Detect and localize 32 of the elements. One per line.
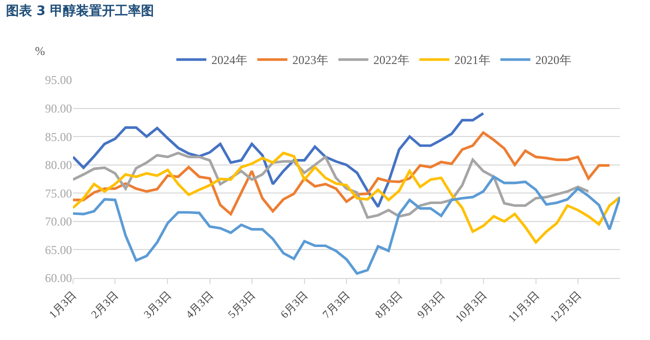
line-series bbox=[73, 175, 620, 275]
y-tick-label: 85.00 bbox=[45, 130, 72, 144]
y-tick-label: 60.00 bbox=[45, 271, 72, 286]
x-tick-label: 3月3日 bbox=[142, 289, 174, 322]
y-tick-label: 75.00 bbox=[45, 186, 72, 200]
legend-label: 2022年 bbox=[373, 53, 410, 68]
line-series bbox=[73, 131, 611, 216]
x-tick-label: 5月3日 bbox=[226, 289, 258, 322]
y-tick-label: 80.00 bbox=[45, 158, 72, 172]
x-tick-label: 7月3日 bbox=[320, 289, 353, 322]
x-tick-label: 4月3日 bbox=[184, 289, 216, 322]
y-tick-label: 70.00 bbox=[45, 214, 72, 229]
legend-label: 2020年 bbox=[535, 53, 572, 68]
line-series bbox=[73, 112, 485, 208]
legend-label: 2021年 bbox=[454, 53, 490, 68]
x-tick-label: 8月3日 bbox=[373, 289, 406, 322]
chart-title: 图表 3 甲醇装置开工率图 bbox=[6, 2, 154, 20]
line-series bbox=[73, 152, 590, 219]
legend-label: 2024年 bbox=[211, 53, 248, 68]
x-tick-label: 6月3日 bbox=[278, 289, 310, 322]
y-tick-label: 90.00 bbox=[45, 101, 72, 116]
y-tick-label: 95.00 bbox=[45, 73, 72, 88]
line-series bbox=[73, 152, 620, 244]
y-axis-title: % bbox=[35, 44, 45, 58]
x-tick-label: 9月3日 bbox=[415, 289, 448, 322]
x-tick-label: 11月3日 bbox=[506, 289, 542, 325]
x-tick-label: 1月3日 bbox=[47, 289, 80, 322]
y-tick-label: 65.00 bbox=[45, 242, 72, 257]
legend-label: 2023年 bbox=[292, 53, 328, 68]
x-tick-label: 12月3日 bbox=[548, 289, 584, 325]
x-tick-label: 10月3日 bbox=[454, 289, 490, 325]
x-tick-label: 2月3日 bbox=[89, 289, 122, 322]
